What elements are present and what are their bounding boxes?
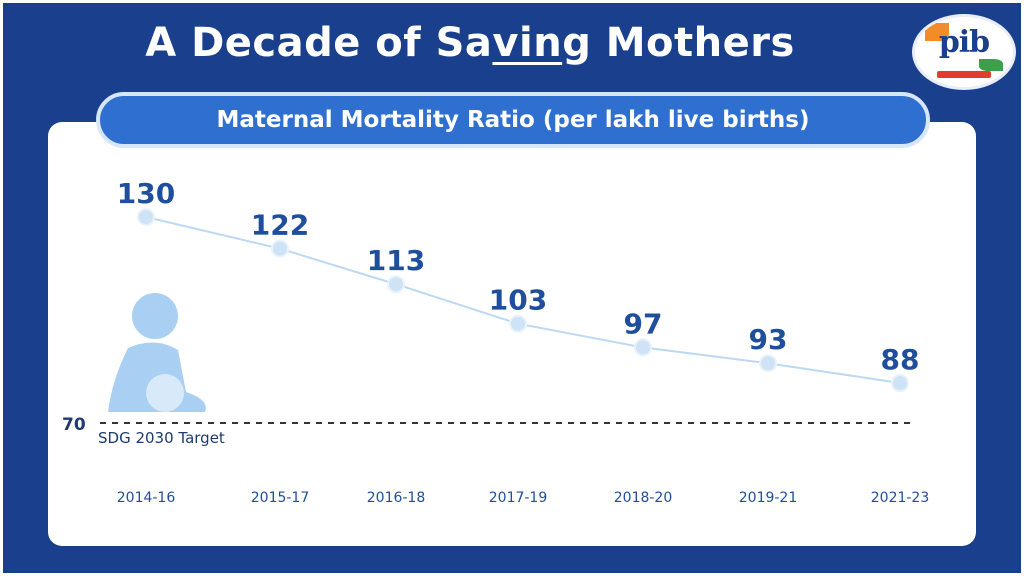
x-tick-label: 2018-20 (614, 490, 673, 506)
x-tick-label: 2017-19 (489, 490, 548, 506)
data-point (509, 314, 527, 333)
x-tick-label: 2014-16 (117, 490, 176, 506)
data-point (634, 338, 652, 357)
pregnant-woman-icon (108, 293, 206, 412)
data-label: 122 (251, 209, 309, 242)
pib-logo-icon: pib (912, 14, 1016, 90)
title-part-underlined: vin (492, 20, 563, 66)
reference-layer: 70 SDG 2030 Target (62, 415, 912, 447)
logo-tag (937, 71, 991, 78)
silhouette-belly (146, 374, 184, 412)
data-point (891, 374, 909, 392)
data-point (137, 208, 155, 226)
data-label: 88 (881, 343, 920, 376)
page-title: A Decade of Saving Mothers (0, 20, 940, 66)
data-label: 97 (624, 307, 663, 340)
logo-text: pib (938, 25, 990, 60)
series-layer (137, 208, 909, 392)
data-label: 130 (117, 177, 175, 210)
x-tick-label: 2016-18 (367, 490, 426, 506)
title-part-2: g Mothers (562, 20, 795, 66)
chart-card (48, 122, 976, 546)
x-tick-label: 2019-21 (739, 490, 798, 506)
target-value-label: 70 (62, 415, 86, 435)
data-point (759, 354, 777, 373)
data-label: 93 (749, 323, 788, 356)
data-label: 113 (367, 244, 425, 277)
target-label: SDG 2030 Target (98, 429, 225, 447)
logo-green-stripe (979, 59, 1003, 71)
silhouette-head (132, 293, 178, 339)
data-label: 103 (489, 284, 547, 317)
logo-saffron-stripe (925, 23, 949, 41)
chart-subtitle: Maternal Mortality Ratio (per lakh live … (216, 107, 810, 133)
x-tick-label: 2021-23 (871, 490, 930, 506)
data-point (271, 239, 289, 258)
label-layer: 130 2014-16 122 2015-17 113 2016-18 103 2017-19… (117, 177, 930, 506)
data-point (387, 275, 405, 294)
chart-subtitle-pill: Maternal Mortality Ratio (per lakh live … (96, 92, 930, 148)
title-part-1: A Decade of Sa (145, 20, 493, 66)
x-tick-label: 2015-17 (251, 490, 310, 506)
